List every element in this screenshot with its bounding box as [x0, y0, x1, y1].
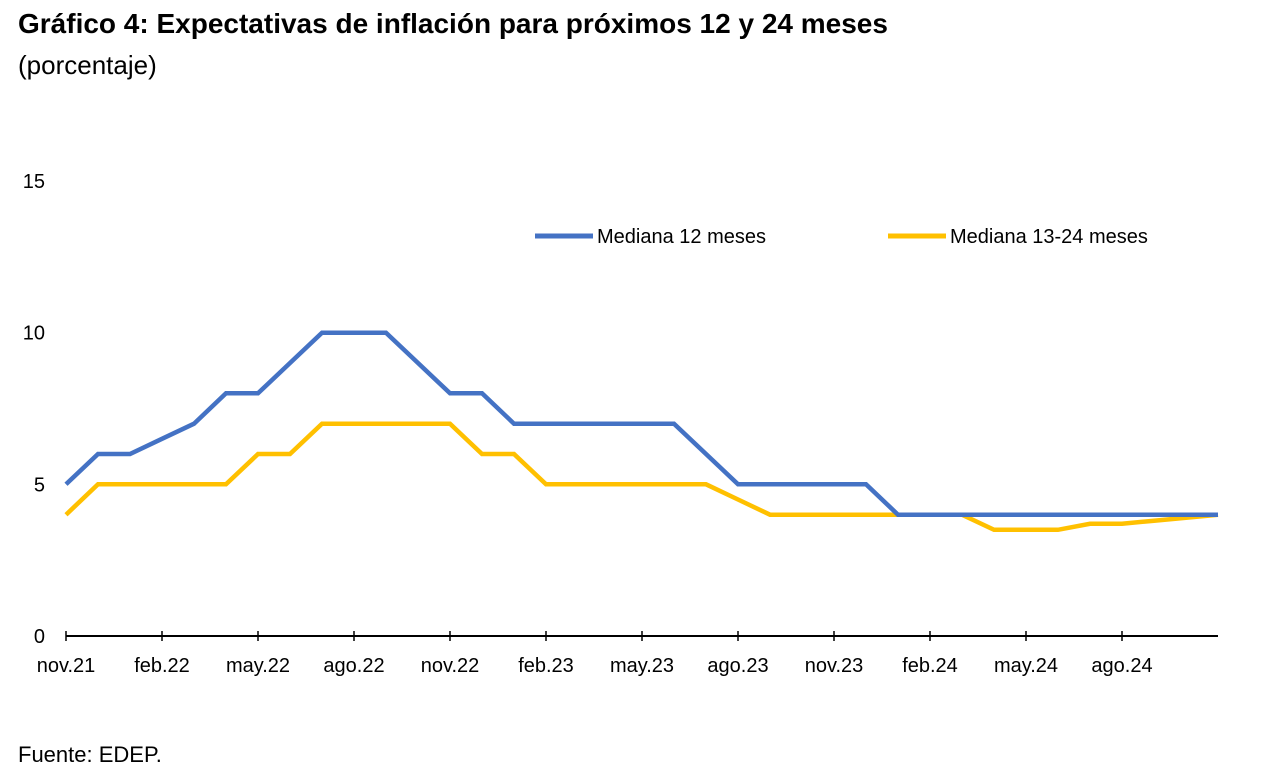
series-lines: [64, 330, 1219, 533]
y-tick-label: 15: [23, 171, 45, 193]
x-tick-label: feb.24: [902, 655, 958, 677]
legend-label-2: Mediana 13-24 meses: [950, 226, 1148, 248]
x-tick-label: may.23: [610, 655, 674, 677]
y-tick-label: 5: [34, 474, 45, 496]
series-line-2: [64, 421, 1219, 533]
x-axis-ticks: nov.21 feb.22 may.22 ago.22 nov.22 feb.23 may.…: [37, 631, 1153, 677]
y-tick-label: 10: [23, 323, 45, 345]
line-chart: 0 5 10 15 nov.21 feb.22 may.22 ago.22 nov.22 feb…: [23, 171, 1219, 677]
series-line-1: [64, 330, 1218, 517]
x-tick-label: may.22: [226, 655, 290, 677]
chart-subtitle: (porcentaje): [18, 50, 157, 80]
y-axis-ticks: 0 5 10 15: [23, 171, 45, 648]
chart-title: Gráfico 4: Expectativas de inflación par…: [18, 8, 888, 39]
x-tick-label: ago.23: [707, 655, 768, 677]
legend: Mediana 12 meses Mediana 13-24 meses: [535, 226, 1148, 248]
x-tick-label: feb.23: [518, 655, 574, 677]
source-note: Fuente: EDEP.: [18, 742, 162, 767]
x-tick-label: nov.21: [37, 655, 96, 677]
x-tick-label: ago.22: [323, 655, 384, 677]
x-tick-label: nov.23: [805, 655, 864, 677]
x-tick-label: feb.22: [134, 655, 190, 677]
legend-label-1: Mediana 12 meses: [597, 226, 766, 248]
x-tick-label: nov.22: [421, 655, 480, 677]
x-tick-label: ago.24: [1091, 655, 1152, 677]
x-tick-label: may.24: [994, 655, 1058, 677]
y-tick-label: 0: [34, 626, 45, 648]
